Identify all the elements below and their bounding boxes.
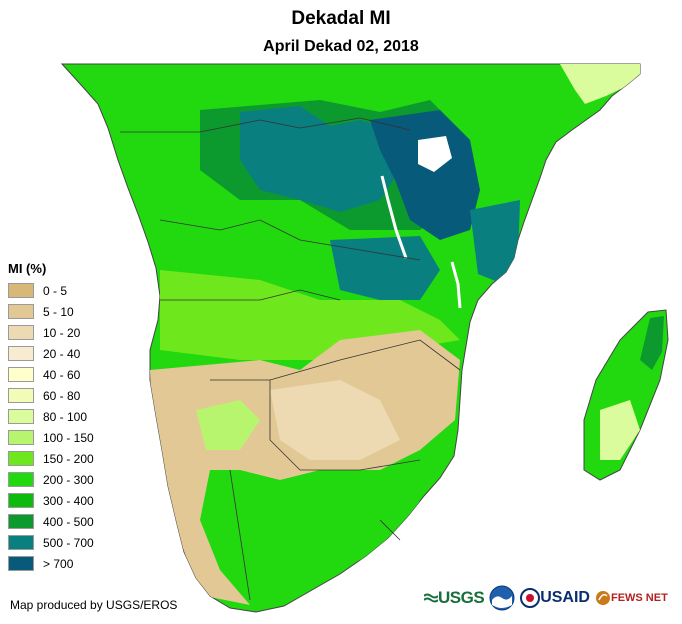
legend-label: 150 - 200 bbox=[43, 451, 94, 466]
usgs-wordmark: USGS bbox=[438, 588, 485, 607]
legend-item: 300 - 400 bbox=[8, 490, 94, 511]
country-borders bbox=[120, 117, 461, 601]
legend-item: 5 - 10 bbox=[8, 301, 94, 322]
legend-label: > 700 bbox=[43, 556, 74, 571]
page-subtitle: April Dekad 02, 2018 bbox=[263, 38, 419, 55]
legend-item: 500 - 700 bbox=[8, 532, 94, 553]
legend-label: 80 - 100 bbox=[43, 409, 88, 424]
botswana-core-dry bbox=[270, 380, 400, 460]
horn-dry-zone bbox=[560, 64, 640, 104]
legend-swatch bbox=[8, 346, 34, 361]
lake-malawi bbox=[450, 261, 462, 309]
east-coast-high bbox=[470, 200, 520, 282]
usaid-seal-icon bbox=[520, 588, 541, 608]
lake-tanganyika bbox=[380, 175, 408, 259]
legend-swatch bbox=[8, 493, 34, 508]
legend-rows: 0 - 5 5 - 10 10 - 20 20 - 40 40 - 60 60 - 80 8… bbox=[8, 280, 94, 574]
legend-label: 60 - 80 bbox=[43, 388, 81, 403]
legend-swatch bbox=[8, 556, 34, 571]
usaid-logo: USAID bbox=[520, 588, 590, 608]
legend-label: 10 - 20 bbox=[43, 325, 81, 340]
legend-item: 40 - 60 bbox=[8, 364, 94, 385]
legend-swatch bbox=[8, 451, 34, 466]
legend-item: 20 - 40 bbox=[8, 343, 94, 364]
legend: MI (%) 0 - 5 5 - 10 10 - 20 20 - 40 40 - 60 6… bbox=[8, 261, 94, 574]
legend-label: 100 - 150 bbox=[43, 430, 94, 445]
credit-text: Map produced by USGS/EROS bbox=[10, 598, 178, 612]
legend-swatch bbox=[8, 388, 34, 403]
legend-item: 200 - 300 bbox=[8, 469, 94, 490]
lake-victoria bbox=[418, 136, 452, 172]
noaa-emblem-icon bbox=[489, 585, 515, 611]
noaa-logo bbox=[489, 585, 515, 611]
legend-swatch bbox=[8, 325, 34, 340]
lakes-region-high bbox=[370, 110, 480, 240]
legend-label: 400 - 500 bbox=[43, 514, 94, 529]
legend-swatch bbox=[8, 535, 34, 550]
mainland-africa bbox=[60, 63, 641, 613]
legend-item: 0 - 5 bbox=[8, 280, 94, 301]
madagascar-interior-dry bbox=[600, 400, 640, 460]
legend-swatch bbox=[8, 283, 34, 298]
legend-swatch bbox=[8, 514, 34, 529]
page-title: Dekadal MI bbox=[291, 8, 391, 29]
legend-item: > 700 bbox=[8, 553, 94, 574]
legend-label: 40 - 60 bbox=[43, 367, 81, 382]
legend-item: 400 - 500 bbox=[8, 511, 94, 532]
usaid-wordmark: USAID bbox=[540, 589, 590, 606]
legend-item: 150 - 200 bbox=[8, 448, 94, 469]
legend-swatch bbox=[8, 304, 34, 319]
legend-item: 100 - 150 bbox=[8, 427, 94, 448]
usgs-logo: USGS bbox=[424, 588, 485, 608]
legend-swatch bbox=[8, 430, 34, 445]
legend-label: 5 - 10 bbox=[43, 304, 74, 319]
legend-item: 10 - 20 bbox=[8, 322, 94, 343]
south-africa-east-green bbox=[280, 470, 430, 570]
congo-basin-high bbox=[240, 106, 400, 212]
madagascar-east-wet bbox=[640, 316, 664, 370]
legend-item: 80 - 100 bbox=[8, 406, 94, 427]
logo-strip: USGS USAID FEWS NET bbox=[424, 585, 668, 611]
usgs-wave-icon bbox=[424, 593, 438, 603]
legend-title: MI (%) bbox=[8, 261, 47, 276]
madagascar bbox=[583, 309, 669, 481]
legend-label: 300 - 400 bbox=[43, 493, 94, 508]
legend-swatch bbox=[8, 472, 34, 487]
kalahari-patch bbox=[196, 400, 260, 450]
southern-arid-belt bbox=[150, 330, 460, 605]
fews-net-logo: FEWS NET bbox=[595, 590, 668, 606]
fews-leaf-icon bbox=[595, 591, 610, 605]
legend-swatch bbox=[8, 409, 34, 424]
legend-item: 60 - 80 bbox=[8, 385, 94, 406]
legend-label: 200 - 300 bbox=[43, 472, 94, 487]
legend-label: 20 - 40 bbox=[43, 346, 81, 361]
fews-net-wordmark: FEWS NET bbox=[610, 592, 668, 604]
tanzania-high bbox=[330, 236, 440, 300]
legend-label: 500 - 700 bbox=[43, 535, 94, 550]
legend-label: 0 - 5 bbox=[43, 283, 68, 298]
legend-swatch bbox=[8, 367, 34, 382]
